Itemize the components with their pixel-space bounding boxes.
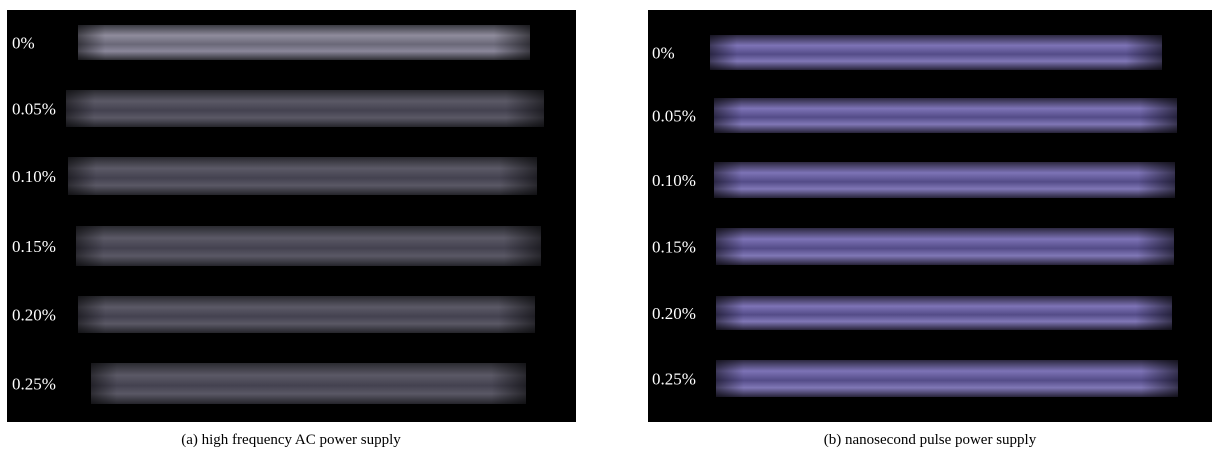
concentration-label: 0.20% — [652, 304, 696, 323]
panel-caption: (a) high frequency AC power supply — [181, 432, 401, 448]
panel-a-background — [7, 10, 576, 422]
discharge-image-edge — [714, 162, 1175, 198]
concentration-label: 0.15% — [652, 237, 696, 256]
discharge-image-edge — [76, 226, 541, 266]
concentration-label: 0.25% — [652, 369, 696, 388]
discharge-image-edge — [68, 157, 537, 195]
panel-caption: (b) nanosecond pulse power supply — [824, 432, 1037, 448]
discharge-image-edge — [91, 363, 526, 404]
discharge-image-edge — [716, 228, 1174, 265]
discharge-image-edge — [716, 360, 1178, 397]
discharge-image-edge — [714, 98, 1177, 133]
concentration-label: 0% — [12, 33, 35, 52]
discharge-image-edge — [78, 296, 535, 333]
figure: 0% 0.05% 0.10% 0.15% 0.20% 0.25% (a) high freq… — [0, 0, 1215, 450]
discharge-image-edge — [710, 35, 1162, 70]
concentration-label: 0.10% — [652, 171, 696, 190]
discharge-image-edge — [716, 296, 1172, 330]
concentration-label: 0% — [652, 43, 675, 62]
concentration-label: 0.05% — [652, 106, 696, 125]
discharge-image-edge — [78, 25, 530, 60]
concentration-label: 0.15% — [12, 237, 56, 256]
discharge-image-edge — [66, 90, 544, 127]
concentration-label: 0.05% — [12, 99, 56, 118]
concentration-label: 0.20% — [12, 305, 56, 324]
concentration-label: 0.25% — [12, 374, 56, 393]
concentration-label: 0.10% — [12, 167, 56, 186]
